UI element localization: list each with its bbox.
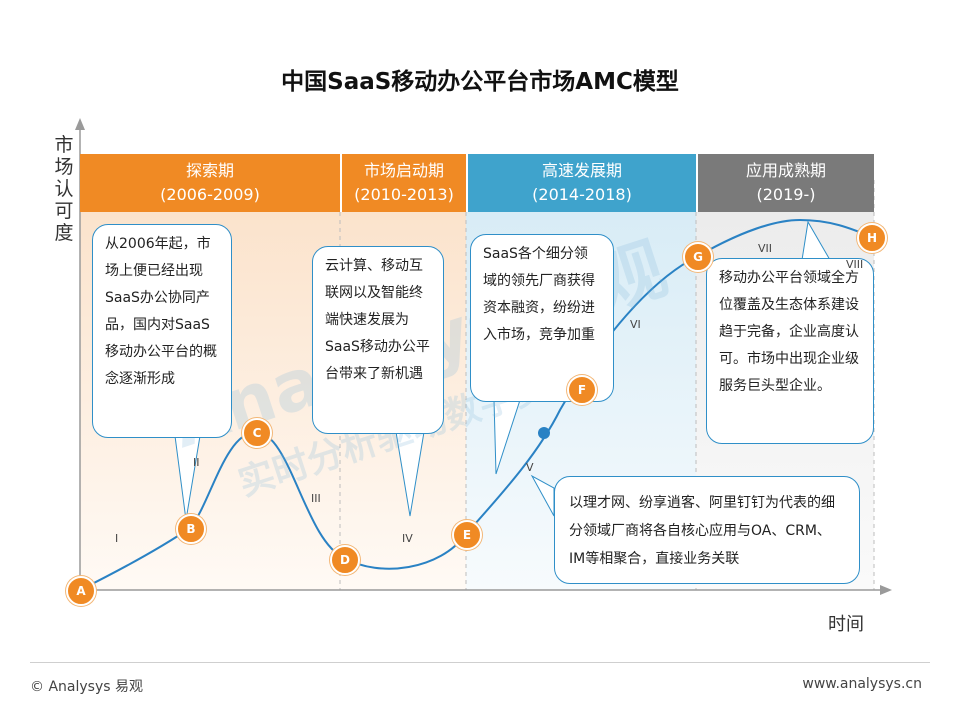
x-axis-arrow <box>880 585 892 595</box>
stage-name: 应用成熟期 <box>745 161 826 180</box>
stage-period: (2019-) <box>756 185 816 204</box>
y-axis-label: 市场认可度 <box>54 134 74 244</box>
x-axis-label: 时间 <box>828 614 864 635</box>
y-axis-arrow <box>75 118 85 130</box>
stage-period: (2010-2013) <box>354 185 454 204</box>
note-exploration: 从2006年起，市场上便已经出现SaaS办公协同产品，国内对SaaS移动办公平台… <box>92 224 232 438</box>
note-aggregation: 以理才网、纷享逍客、阿里钉钉为代表的细分领域厂商将各自核心应用与OA、CRM、I… <box>554 476 860 584</box>
point-e: E <box>452 520 482 550</box>
phase-4: IV <box>402 532 413 545</box>
stage-name: 市场启动期 <box>363 161 444 180</box>
phase-8: VIII <box>846 258 864 271</box>
point-a: A <box>66 576 96 606</box>
phase-1: I <box>115 532 119 545</box>
phase-5: V <box>526 461 534 474</box>
point-b: B <box>176 514 206 544</box>
point-d: D <box>330 545 360 575</box>
stage-name: 高速发展期 <box>541 161 622 180</box>
phase-6: VI <box>630 318 641 331</box>
stage-header-launch: 市场启动期 (2010-2013) <box>342 154 466 212</box>
point-g: G <box>683 242 713 272</box>
note-growth: SaaS各个细分领域的领先厂商获得资本融资，纷纷进入市场，竞争加重 <box>470 234 614 402</box>
phase-2: II <box>193 456 200 469</box>
point-c: C <box>242 418 272 448</box>
stage-header-maturity: 应用成熟期 (2019-) <box>698 154 874 212</box>
footer-brand: © Analysys 易观 <box>30 679 143 695</box>
footer-url: www.analysys.cn <box>802 676 922 692</box>
page-title: 中国SaaS移动办公平台市场AMC模型 <box>281 69 679 95</box>
curve-marker-dot <box>538 427 550 439</box>
point-f: F <box>567 375 597 405</box>
point-h: H <box>857 223 887 253</box>
stage-header-exploration: 探索期 (2006-2009) <box>80 154 340 212</box>
stage-header-growth: 高速发展期 (2014-2018) <box>468 154 696 212</box>
note-launch: 云计算、移动互联网以及智能终端快速发展为SaaS移动办公平台带来了新机遇 <box>312 246 444 434</box>
stage-period: (2006-2009) <box>160 185 260 204</box>
stage-period: (2014-2018) <box>532 185 632 204</box>
note-maturity: 移动办公平台领域全方位覆盖及生态体系建设趋于完备，企业高度认可。市场中出现企业级… <box>706 258 874 444</box>
phase-3: III <box>311 492 321 505</box>
stage-name: 探索期 <box>185 161 234 180</box>
footer-divider <box>30 662 930 663</box>
phase-7: VII <box>758 242 773 255</box>
